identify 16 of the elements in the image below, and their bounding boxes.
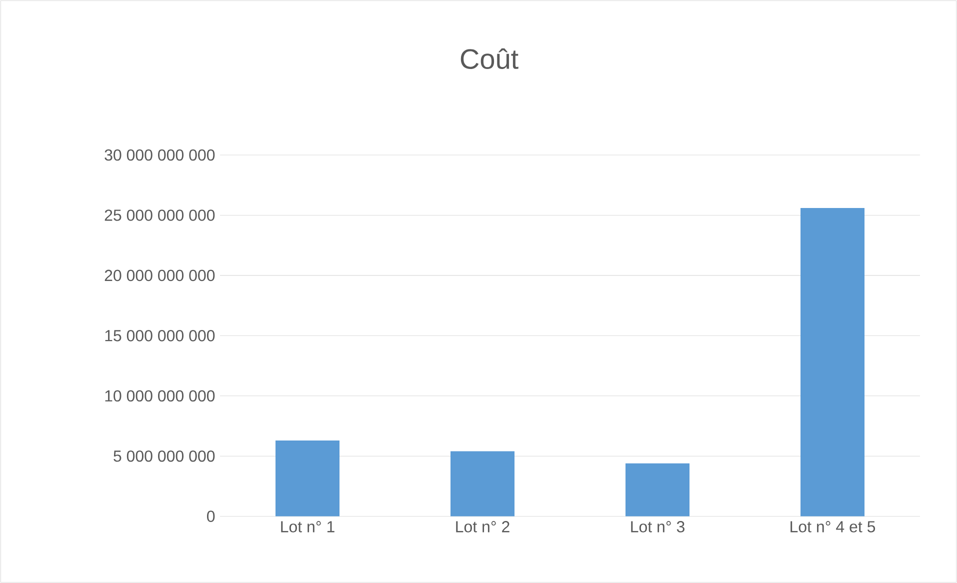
y-tick-label: 10 000 000 000 bbox=[105, 390, 215, 402]
x-tick-label: Lot n° 4 et 5 bbox=[790, 521, 876, 532]
bar bbox=[800, 208, 865, 516]
x-tick-label: Lot n° 3 bbox=[631, 521, 684, 532]
bar bbox=[450, 451, 515, 516]
y-tick-label: 25 000 000 000 bbox=[104, 210, 215, 221]
y-tick-label: 5 000 000 000 bbox=[114, 450, 215, 462]
x-tick-label: Lot n° 2 bbox=[456, 521, 510, 532]
y-tick-label: 20 000 000 000 bbox=[104, 270, 215, 282]
x-tick-label: Lot n° 1 bbox=[281, 521, 334, 532]
y-tick-label: 15 000 000 000 bbox=[105, 330, 215, 342]
bar bbox=[626, 463, 690, 516]
bar bbox=[276, 440, 340, 516]
y-tick-label: 30 000 000 000 bbox=[104, 149, 215, 161]
chart-title: Coût bbox=[460, 48, 518, 69]
y-tick-label: 0 bbox=[207, 510, 215, 522]
